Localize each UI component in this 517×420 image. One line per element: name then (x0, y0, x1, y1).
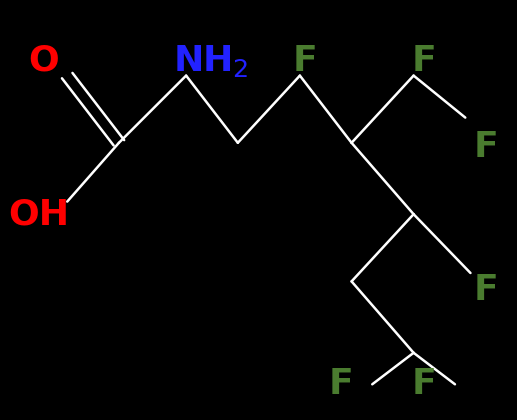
Text: OH: OH (8, 197, 69, 231)
Text: F: F (474, 273, 498, 307)
Text: F: F (412, 368, 436, 401)
Text: F: F (293, 44, 317, 78)
Text: F: F (474, 130, 498, 164)
Text: NH$_2$: NH$_2$ (173, 43, 249, 79)
Text: F: F (329, 368, 354, 401)
Text: F: F (412, 44, 436, 78)
Text: O: O (28, 44, 59, 78)
